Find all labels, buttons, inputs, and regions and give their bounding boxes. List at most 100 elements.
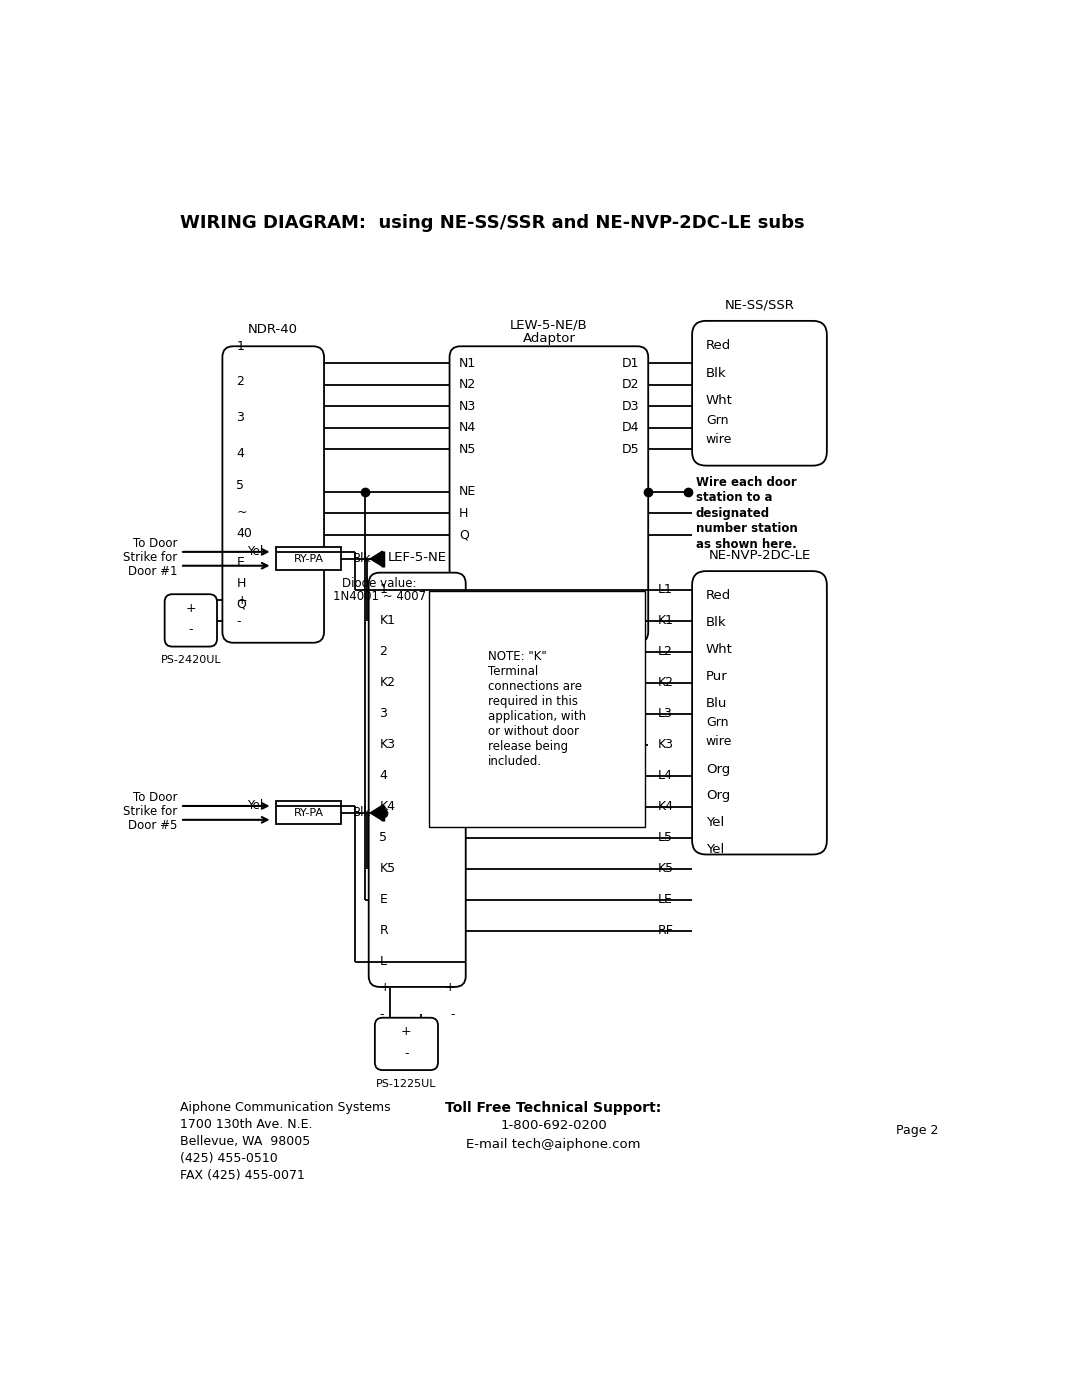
- Text: Yel: Yel: [706, 816, 725, 830]
- Text: K5: K5: [379, 862, 395, 875]
- Text: H: H: [237, 577, 245, 590]
- Text: designated: designated: [696, 507, 770, 520]
- Text: Grn: Grn: [706, 415, 728, 427]
- Text: Blk: Blk: [353, 806, 372, 820]
- FancyBboxPatch shape: [222, 346, 324, 643]
- Text: NE-SS/SSR: NE-SS/SSR: [725, 299, 795, 312]
- Polygon shape: [370, 550, 382, 567]
- Text: LEW-5-NE/B: LEW-5-NE/B: [510, 319, 588, 331]
- FancyBboxPatch shape: [368, 573, 465, 986]
- Text: LEF-5-NE: LEF-5-NE: [388, 550, 447, 564]
- Text: Grn: Grn: [706, 717, 728, 729]
- Text: Yel: Yel: [246, 799, 262, 813]
- Text: N4: N4: [459, 422, 476, 434]
- Text: RY-PA: RY-PA: [294, 807, 324, 817]
- Text: WIRING DIAGRAM:  using NE-SS/SSR and NE-NVP-2DC-LE subs: WIRING DIAGRAM: using NE-SS/SSR and NE-N…: [180, 214, 805, 232]
- Text: -: -: [404, 1046, 408, 1060]
- Text: L3: L3: [658, 707, 673, 719]
- Text: -: -: [189, 623, 193, 636]
- Text: 3: 3: [379, 707, 388, 719]
- Text: 5: 5: [237, 479, 244, 492]
- Text: NOTE: "K"
Terminal
connections are
required in this
application, with
or without: NOTE: "K" Terminal connections are requi…: [488, 651, 586, 768]
- Text: Diode value:: Diode value:: [342, 577, 417, 590]
- Text: Door #5: Door #5: [129, 820, 178, 833]
- Text: wire: wire: [706, 433, 732, 446]
- Text: -: -: [450, 1007, 455, 1021]
- Text: -: -: [237, 615, 241, 627]
- Bar: [276, 802, 341, 824]
- Text: K1: K1: [658, 615, 674, 627]
- Text: D5: D5: [621, 443, 639, 455]
- Text: To Door: To Door: [133, 536, 178, 550]
- Text: Yel: Yel: [706, 844, 725, 856]
- Text: K4: K4: [658, 800, 674, 813]
- Text: D1: D1: [621, 356, 639, 370]
- Text: Wht: Wht: [706, 643, 733, 657]
- Polygon shape: [370, 805, 382, 820]
- Text: 4: 4: [379, 770, 388, 782]
- Text: wire: wire: [706, 735, 732, 747]
- Text: 3: 3: [237, 411, 244, 423]
- Text: Page 2: Page 2: [896, 1125, 939, 1137]
- Text: RY-PA: RY-PA: [294, 553, 324, 564]
- FancyBboxPatch shape: [449, 346, 648, 643]
- Text: E: E: [379, 893, 388, 907]
- Text: L4: L4: [658, 770, 673, 782]
- Text: NE: NE: [459, 485, 476, 499]
- Text: Strike for: Strike for: [123, 805, 178, 817]
- Text: 2: 2: [237, 376, 244, 388]
- Text: K5: K5: [658, 862, 674, 875]
- Text: H: H: [459, 507, 468, 520]
- Text: R: R: [379, 923, 388, 937]
- Text: 1-800-692-0200: 1-800-692-0200: [500, 1119, 607, 1133]
- Text: Adaptor: Adaptor: [523, 332, 576, 345]
- Text: E-mail tech@aiphone.com: E-mail tech@aiphone.com: [467, 1137, 640, 1151]
- Text: Pur: Pur: [706, 671, 728, 683]
- Text: Blk: Blk: [706, 616, 727, 629]
- Text: D2: D2: [621, 379, 639, 391]
- Text: Aiphone Communication Systems: Aiphone Communication Systems: [180, 1101, 391, 1113]
- Text: D3: D3: [621, 400, 639, 414]
- FancyBboxPatch shape: [692, 571, 827, 855]
- Text: Yel: Yel: [246, 545, 262, 559]
- Text: K2: K2: [658, 676, 674, 689]
- FancyBboxPatch shape: [375, 1018, 438, 1070]
- Text: N3: N3: [459, 400, 476, 414]
- Text: +: +: [186, 602, 197, 615]
- Text: K4: K4: [379, 800, 395, 813]
- Text: Blk: Blk: [353, 552, 372, 566]
- Text: L2: L2: [658, 645, 673, 658]
- Text: Blu: Blu: [706, 697, 727, 710]
- Text: K3: K3: [379, 738, 395, 752]
- Text: (425) 455-0510: (425) 455-0510: [180, 1151, 278, 1165]
- Text: as shown here.: as shown here.: [696, 538, 797, 550]
- Text: Org: Org: [706, 763, 730, 775]
- Text: 2: 2: [379, 645, 388, 658]
- Text: RF: RF: [658, 923, 673, 937]
- Text: NE-NVP-2DC-LE: NE-NVP-2DC-LE: [708, 549, 811, 562]
- Text: LE: LE: [658, 893, 673, 907]
- Text: 1N4001 ~ 4007: 1N4001 ~ 4007: [333, 591, 426, 604]
- Text: Wht: Wht: [706, 394, 733, 408]
- Text: 1: 1: [237, 339, 244, 353]
- Text: FAX (425) 455-0071: FAX (425) 455-0071: [180, 1169, 305, 1182]
- Text: L: L: [379, 956, 387, 968]
- Text: To Door: To Door: [133, 791, 178, 805]
- Text: +: +: [401, 1025, 411, 1038]
- Bar: [276, 548, 341, 570]
- Text: Strike for: Strike for: [123, 550, 178, 564]
- Text: ~: ~: [237, 506, 246, 518]
- Text: Door #1: Door #1: [129, 566, 178, 578]
- Text: Bellevue, WA  98005: Bellevue, WA 98005: [180, 1134, 310, 1148]
- Text: Wire each door: Wire each door: [696, 476, 797, 489]
- Text: PS-1225UL: PS-1225UL: [376, 1078, 436, 1088]
- FancyBboxPatch shape: [164, 594, 217, 647]
- Text: -: -: [379, 1007, 384, 1021]
- Text: K1: K1: [379, 615, 395, 627]
- Text: Toll Free Technical Support:: Toll Free Technical Support:: [445, 1101, 662, 1115]
- Text: +: +: [379, 981, 390, 995]
- Text: Org: Org: [706, 789, 730, 802]
- Text: 1700 130th Ave. N.E.: 1700 130th Ave. N.E.: [180, 1118, 312, 1130]
- Text: L5: L5: [658, 831, 673, 844]
- Text: 1: 1: [379, 583, 388, 597]
